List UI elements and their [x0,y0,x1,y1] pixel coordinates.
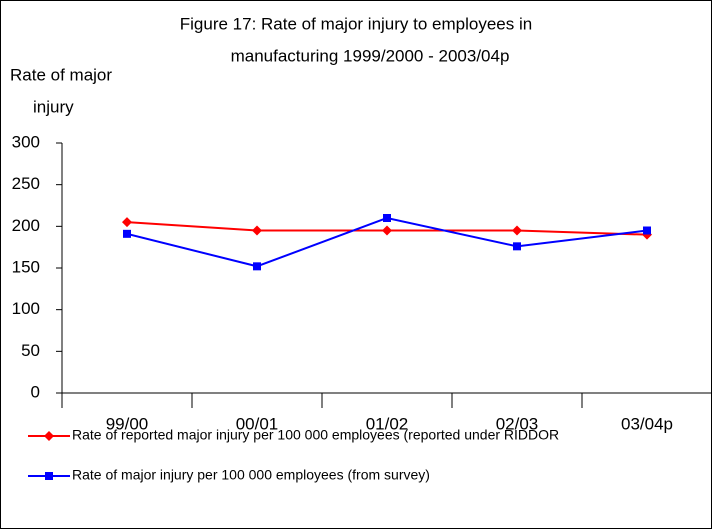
x-tick-label: 01/02 [366,414,409,433]
marker [45,472,53,480]
x-tick-label: 00/01 [236,414,279,433]
legend-label: Rate of major injury per 100 000 employe… [72,467,430,483]
marker [122,217,132,228]
y-tick-label: 200 [12,216,40,235]
y-tick-label: 100 [12,299,40,318]
chart-title: Figure 17: Rate of major injury to emplo… [180,14,532,33]
legend-label: Rate of reported major injury per 100 00… [72,427,559,443]
x-tick-label: 03/04p [621,414,673,433]
y-tick-label: 0 [31,382,40,401]
y-tick-label: 250 [12,174,40,193]
marker [643,226,651,235]
y-axis-label: injury [33,97,74,116]
marker [512,225,522,236]
y-tick-label: 50 [21,341,40,360]
marker [44,431,54,441]
y-axis-label: Rate of major [10,65,112,84]
marker [382,225,392,236]
chart-title: manufacturing 1999/2000 - 2003/04p [231,46,510,65]
marker [123,229,131,238]
marker [383,214,391,222]
x-tick-label: 99/00 [106,414,149,433]
marker [513,242,521,251]
marker [252,225,262,236]
y-tick-label: 150 [12,257,40,276]
legend: Rate of reported major injury per 100 00… [28,427,559,483]
y-tick-label: 300 [12,132,40,151]
marker [253,262,261,271]
x-tick-label: 02/03 [496,414,539,433]
